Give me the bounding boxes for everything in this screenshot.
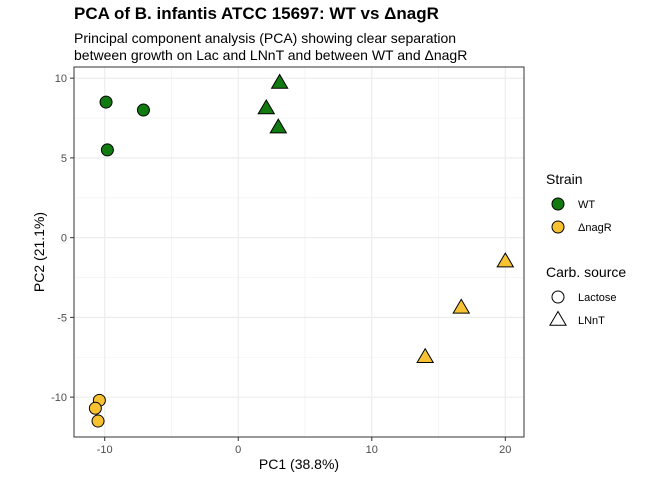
legend-title: Strain — [546, 171, 583, 187]
legend-label: Lactose — [578, 292, 617, 304]
chart-subtitle: Principal component analysis (PCA) showi… — [74, 30, 468, 63]
grid-lines — [74, 67, 524, 437]
chart-title: PCA of B. infantis ATCC 15697: WT vs Δna… — [74, 4, 439, 23]
legend-label: WT — [578, 199, 595, 211]
data-point — [88, 401, 102, 415]
data-point — [91, 414, 105, 428]
x-tick-label: 0 — [235, 444, 241, 456]
data-point — [270, 73, 289, 89]
data-point — [136, 103, 150, 117]
x-tick-label: 20 — [499, 444, 511, 456]
legend-label: ΔnagR — [578, 222, 612, 234]
legend-key-triangle — [549, 310, 567, 326]
x-tick-label: -10 — [97, 444, 113, 456]
legend-title: Carb. source — [546, 264, 626, 280]
y-tick-label: -5 — [57, 312, 67, 324]
y-axis-title: PC2 (21.1%) — [31, 212, 47, 292]
y-tick-label: 5 — [61, 153, 67, 165]
legend-key — [551, 197, 565, 211]
y-tick-label: 10 — [55, 73, 67, 85]
y-tick-label: 0 — [61, 233, 67, 245]
data-point — [416, 347, 435, 364]
legend-label: LNnT — [578, 315, 605, 327]
y-tick-label: -10 — [51, 392, 67, 404]
data-point — [452, 298, 471, 314]
axis-ticks: -10 0 10 20 -10 -5 0 5 10 — [51, 73, 511, 456]
legend: Strain WT ΔnagR Carb. source Lactose LNnT — [546, 171, 626, 327]
legend-key-circle — [551, 290, 565, 304]
x-axis-title: PC1 (38.8%) — [259, 456, 339, 472]
data-point — [269, 118, 288, 134]
data-point — [99, 95, 113, 109]
plot-panel — [73, 66, 525, 438]
legend-key — [551, 220, 565, 234]
data-point — [257, 98, 276, 115]
data-point — [100, 143, 114, 157]
data-point — [496, 252, 515, 268]
x-tick-label: 10 — [366, 444, 378, 456]
data-points — [88, 73, 515, 428]
